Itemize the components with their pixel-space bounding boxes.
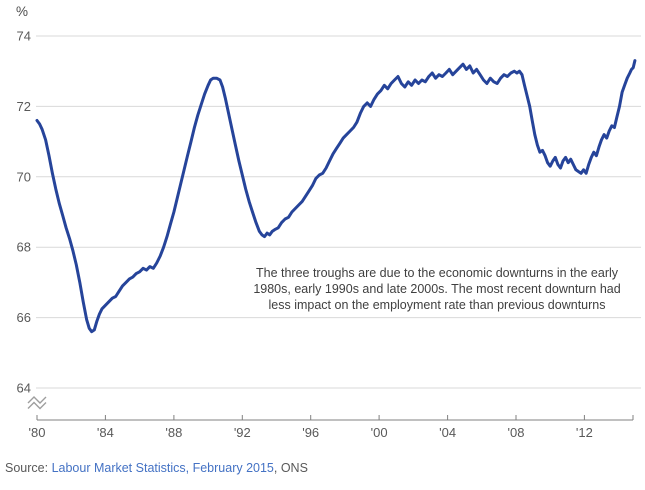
y-tick-label: 66 xyxy=(17,310,31,325)
x-tick-label: '88 xyxy=(165,425,182,440)
x-tick-label: '00 xyxy=(371,425,388,440)
y-axis-unit-label: % xyxy=(16,4,29,19)
chart-annotation: The three troughs are due to the economi… xyxy=(240,265,634,313)
x-tick-label: '96 xyxy=(302,425,319,440)
y-tick-label: 64 xyxy=(17,381,31,396)
x-tick-label: '04 xyxy=(439,425,456,440)
y-tick-label: 74 xyxy=(17,29,31,44)
annotation-line-3: less impact on the employment rate than … xyxy=(268,298,606,312)
source-link[interactable]: Labour Market Statistics, February 2015 xyxy=(51,461,274,475)
axis-break-icon xyxy=(27,401,47,410)
source-attribution: Source: Labour Market Statistics, Februa… xyxy=(5,461,308,475)
y-tick-label: 68 xyxy=(17,240,31,255)
x-tick-label: '12 xyxy=(576,425,593,440)
line-chart-canvas: 74 72 70 68 66 64 '80 '84 '88 '92 '96 '00 '04 '08 '12 xyxy=(17,29,641,440)
x-tick-label: '84 xyxy=(97,425,114,440)
axis-break-icon xyxy=(27,396,47,404)
annotation-line-1: The three troughs are due to the economi… xyxy=(255,266,619,280)
x-tick-label: '08 xyxy=(508,425,525,440)
source-suffix: , ONS xyxy=(273,461,308,475)
source-prefix: Source: xyxy=(5,461,52,475)
employment-rate-line xyxy=(35,59,637,334)
y-tick-label: 72 xyxy=(17,99,31,114)
y-tick-label: 70 xyxy=(17,169,31,184)
x-tick-label: '80 xyxy=(29,425,46,440)
x-tick-label: '92 xyxy=(234,425,251,440)
annotation-line-2: 1980s, early 1990s and late 2000s. The m… xyxy=(253,282,621,296)
